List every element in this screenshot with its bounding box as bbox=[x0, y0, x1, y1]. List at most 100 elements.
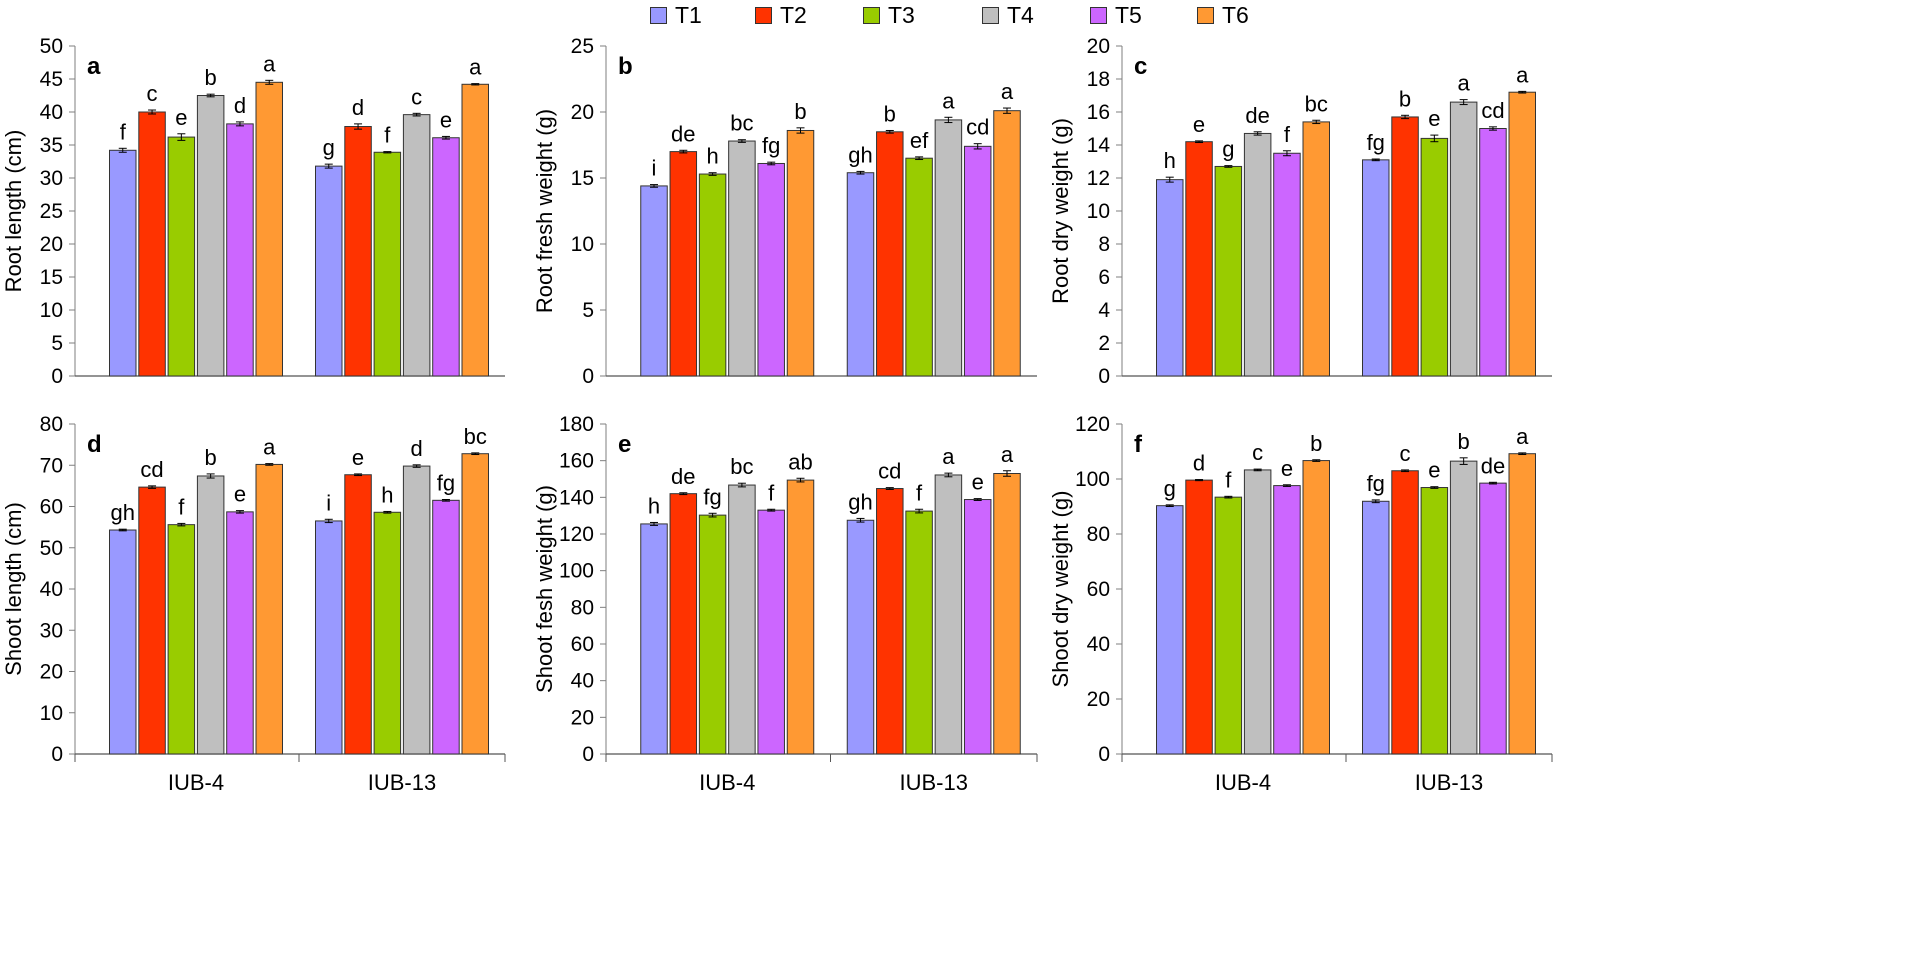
significance-letter: h bbox=[706, 144, 718, 169]
legend-label: T4 bbox=[1007, 2, 1034, 28]
bar-t1 bbox=[640, 185, 668, 377]
legend-swatch bbox=[863, 6, 880, 24]
chart-panel-e: 0 20 40 60 80 100 120 140 160 180 Shoot fesh weigh… bbox=[532, 413, 1038, 795]
y-tick-label: 0 bbox=[582, 365, 594, 388]
y-tick-label: 18 bbox=[1087, 68, 1110, 91]
significance-letter: bc bbox=[464, 424, 487, 449]
y-tick-label: 70 bbox=[40, 454, 63, 477]
significance-letter: a bbox=[1001, 442, 1014, 467]
y-tick-label: 50 bbox=[40, 35, 63, 58]
y-tick-label: 15 bbox=[571, 167, 594, 190]
legend-label: T1 bbox=[675, 2, 702, 28]
bar-t3 bbox=[905, 157, 933, 377]
legend: T1 T2 T3 T4 T5 T6 bbox=[0, 0, 1907, 30]
y-tick-label: 4 bbox=[1098, 299, 1110, 322]
significance-letter: cd bbox=[140, 457, 163, 482]
bar-t3 bbox=[1420, 487, 1449, 755]
y-tick-label: 40 bbox=[40, 578, 63, 601]
bar-t2 bbox=[669, 493, 698, 755]
y-tick-label: 80 bbox=[571, 596, 594, 619]
bar-t3 bbox=[1420, 137, 1449, 377]
significance-letter: b bbox=[1399, 86, 1411, 111]
bar-t1 bbox=[846, 519, 875, 755]
significance-letter: cd bbox=[966, 115, 989, 140]
y-tick-label: 140 bbox=[559, 486, 594, 509]
bar-t5 bbox=[963, 145, 992, 377]
bar-t4 bbox=[728, 140, 756, 377]
legend-label: T5 bbox=[1115, 2, 1142, 28]
bar-t5 bbox=[432, 137, 460, 377]
panel-letter: a bbox=[87, 53, 101, 80]
y-axis-label: Root dry weight (g) bbox=[1048, 118, 1073, 304]
legend-swatch bbox=[755, 6, 772, 24]
significance-letter: b bbox=[1458, 429, 1470, 454]
y-tick-label: 25 bbox=[40, 200, 63, 223]
significance-letter: a bbox=[263, 435, 276, 460]
y-axis-label: Shoot dry weight (g) bbox=[1048, 491, 1073, 688]
y-tick-label: 0 bbox=[1098, 365, 1110, 388]
significance-letter: h bbox=[1164, 148, 1176, 173]
significance-letter: h bbox=[648, 493, 660, 518]
y-tick-label: 16 bbox=[1087, 101, 1110, 124]
y-tick-label: 10 bbox=[1087, 200, 1110, 223]
y-tick-label: 2 bbox=[1098, 332, 1110, 355]
y-tick-label: 20 bbox=[40, 233, 63, 256]
bar-t5 bbox=[757, 509, 785, 755]
bar-t6 bbox=[786, 479, 815, 755]
bar-t4 bbox=[1449, 101, 1478, 377]
legend-label: T3 bbox=[888, 2, 915, 28]
y-tick-label: 120 bbox=[559, 523, 594, 546]
significance-letter: bc bbox=[730, 454, 753, 479]
significance-letter: d bbox=[1193, 451, 1205, 476]
significance-letter: b bbox=[205, 445, 217, 470]
y-tick-label: 10 bbox=[571, 233, 594, 256]
bar-t6 bbox=[993, 473, 1021, 755]
y-tick-label: 100 bbox=[1075, 468, 1110, 491]
legend-swatch bbox=[650, 6, 667, 24]
y-tick-label: 30 bbox=[40, 619, 63, 642]
bar-t1 bbox=[315, 165, 343, 377]
bar-t6 bbox=[461, 453, 489, 755]
significance-letter: bc bbox=[730, 111, 753, 136]
significance-letter: e bbox=[440, 107, 452, 132]
bar-t4 bbox=[728, 484, 756, 755]
significance-letter: f bbox=[178, 494, 185, 519]
bar-t4 bbox=[1449, 460, 1478, 755]
significance-letter: gh bbox=[848, 142, 872, 167]
panel-letter: d bbox=[87, 431, 102, 458]
bar-t1 bbox=[315, 520, 343, 755]
significance-letter: d bbox=[411, 436, 423, 461]
y-tick-label: 10 bbox=[40, 702, 63, 725]
y-tick-label: 40 bbox=[1087, 633, 1110, 656]
significance-letter: f bbox=[768, 480, 775, 505]
bar-t1 bbox=[1362, 159, 1390, 377]
x-category-label: IUB-4 bbox=[168, 770, 224, 795]
significance-letter: c bbox=[411, 84, 422, 109]
significance-letter: d bbox=[352, 95, 364, 120]
y-tick-label: 100 bbox=[559, 560, 594, 583]
bar-t2 bbox=[669, 151, 698, 377]
y-tick-label: 45 bbox=[40, 68, 63, 91]
y-tick-label: 20 bbox=[571, 101, 594, 124]
bar-t1 bbox=[1156, 179, 1184, 377]
bar-t6 bbox=[255, 81, 283, 377]
y-tick-label: 20 bbox=[571, 706, 594, 729]
bar-t6 bbox=[461, 83, 489, 377]
y-tick-label: 8 bbox=[1098, 233, 1110, 256]
significance-letter: e bbox=[352, 445, 364, 470]
significance-letter: a bbox=[1458, 71, 1471, 96]
bar-t5 bbox=[1479, 128, 1507, 377]
significance-letter: c bbox=[1252, 440, 1263, 465]
bar-t3 bbox=[373, 151, 402, 377]
legend-swatch bbox=[982, 6, 999, 24]
bar-t1 bbox=[1156, 505, 1184, 755]
x-category-label: IUB-13 bbox=[900, 770, 968, 795]
bar-t3 bbox=[698, 514, 727, 755]
y-tick-label: 60 bbox=[571, 633, 594, 656]
significance-letter: i bbox=[326, 490, 331, 515]
significance-letter: fg bbox=[437, 470, 455, 495]
bar-t6 bbox=[1302, 460, 1330, 755]
y-tick-label: 5 bbox=[51, 332, 63, 355]
